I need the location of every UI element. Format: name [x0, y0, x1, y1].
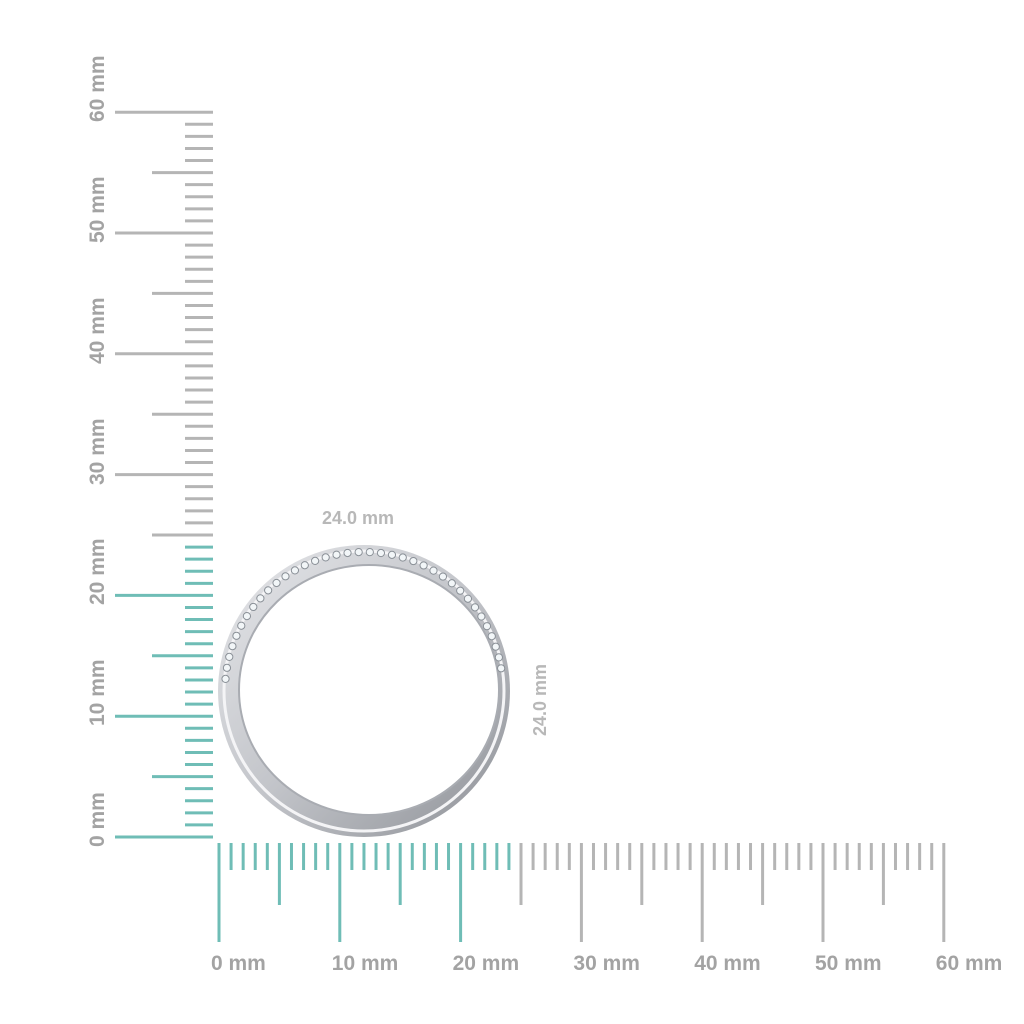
pave-diamonds: [221, 548, 506, 683]
diamond-stone: [232, 631, 241, 640]
diamond-stone: [225, 652, 234, 662]
diamond-stone: [447, 579, 456, 588]
diamond-stone: [487, 632, 496, 641]
diamond-stone: [365, 548, 374, 557]
diamond-stone: [272, 578, 281, 588]
x-axis-label: 20 mm: [452, 952, 520, 975]
diamond-stone: [477, 612, 486, 621]
x-axis-label: 30 mm: [573, 952, 640, 975]
diamond-stone: [242, 612, 251, 621]
x-axis-label: 0 mm: [211, 952, 266, 975]
diamond-stone: [290, 566, 300, 575]
diamond-stone: [419, 561, 428, 570]
diamond-stone: [264, 586, 273, 595]
diamond-stone: [300, 561, 309, 570]
diamond-stone: [354, 548, 363, 557]
diamond-stone: [321, 553, 330, 562]
diamond-stone: [310, 556, 320, 565]
diamond-stone: [497, 664, 506, 673]
y-axis-label: 50 mm: [86, 176, 109, 243]
diamond-stone: [429, 566, 438, 575]
diamond-stone: [343, 548, 352, 558]
x-axis-label: 60 mm: [935, 952, 1003, 975]
y-axis-label: 40 mm: [86, 297, 109, 364]
diamond-stone: [249, 602, 258, 612]
y-axis-label: 20 mm: [86, 538, 109, 606]
diamond-stone: [228, 642, 237, 651]
diamond-stone: [221, 674, 230, 683]
diamond-stone: [376, 548, 386, 558]
ring-inner: [238, 564, 500, 816]
y-axis-label: 30 mm: [86, 418, 109, 485]
y-axis-label: 10 mm: [86, 659, 109, 727]
diamond-stone: [398, 553, 407, 562]
diamond-stone: [491, 642, 500, 651]
diamond-stone: [463, 594, 473, 603]
diamond-stone: [332, 550, 341, 559]
diamond-stone: [438, 572, 448, 581]
width-dimension-label: 24.0 mm: [322, 508, 395, 528]
diamond-stone: [470, 603, 480, 612]
diamond-stone: [387, 550, 397, 559]
diamond-stone: [456, 586, 465, 595]
x-axis-label: 10 mm: [331, 952, 399, 975]
diamond-stone: [281, 572, 290, 581]
y-axis-label: 60 mm: [86, 55, 109, 123]
x-axis-label: 50 mm: [815, 952, 882, 975]
diamond-stone: [237, 621, 246, 630]
x-axis-label: 40 mm: [694, 952, 761, 975]
diamond-stone: [222, 663, 232, 672]
y-axis-label: 0 mm: [86, 792, 109, 847]
diamond-stone: [409, 556, 418, 566]
height-dimension-label: 24.0 mm: [530, 663, 550, 736]
diamond-stone: [482, 622, 492, 631]
diamond-stone: [256, 594, 265, 603]
diamond-stone: [494, 653, 503, 662]
